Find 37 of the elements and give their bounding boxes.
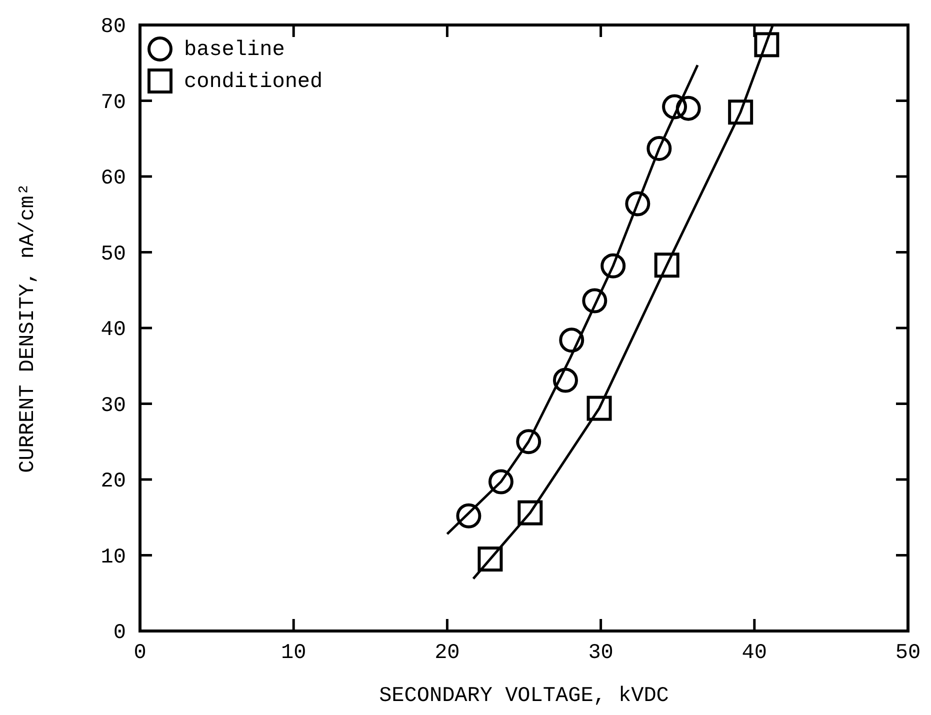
point xyxy=(582,288,608,314)
y-tick-label: 10 xyxy=(100,546,126,570)
point xyxy=(478,546,503,572)
x-tick-label: 40 xyxy=(742,642,768,665)
point xyxy=(600,253,626,278)
point xyxy=(754,32,780,58)
point xyxy=(625,191,650,216)
legend-label: conditioned xyxy=(184,71,323,94)
y-tick-label: 20 xyxy=(100,470,126,494)
x-tick-label: 50 xyxy=(895,642,921,665)
line-series xyxy=(446,64,699,536)
y-tick-label: 70 xyxy=(100,92,126,115)
y-tick-label: 60 xyxy=(100,168,126,190)
point xyxy=(516,429,542,454)
point xyxy=(586,396,612,421)
x-tick-label: 0 xyxy=(134,642,146,665)
point xyxy=(518,500,543,526)
point xyxy=(559,328,584,353)
point xyxy=(676,96,701,121)
y-tick-label: 50 xyxy=(100,243,126,266)
point xyxy=(662,94,688,120)
y-tick-label: 30 xyxy=(100,394,126,418)
point xyxy=(646,136,672,161)
x-tick-label: 10 xyxy=(280,642,306,665)
point xyxy=(654,252,680,278)
y-tick-label: 0 xyxy=(113,622,126,645)
point xyxy=(728,100,754,125)
legend-label: baseline xyxy=(184,39,285,62)
x-tick-label: 30 xyxy=(588,642,614,665)
point xyxy=(552,368,578,393)
point xyxy=(456,503,482,528)
point xyxy=(488,469,514,494)
x-axis-title: SECONDARY VOLTAGE, kVDC xyxy=(379,685,669,708)
y-tick-label: 80 xyxy=(100,16,126,39)
y-tick-label: 40 xyxy=(100,319,126,342)
y-axis-title: CURRENT DENSITY, nA/cm² xyxy=(17,183,40,473)
x-tick-label: 20 xyxy=(434,642,460,665)
